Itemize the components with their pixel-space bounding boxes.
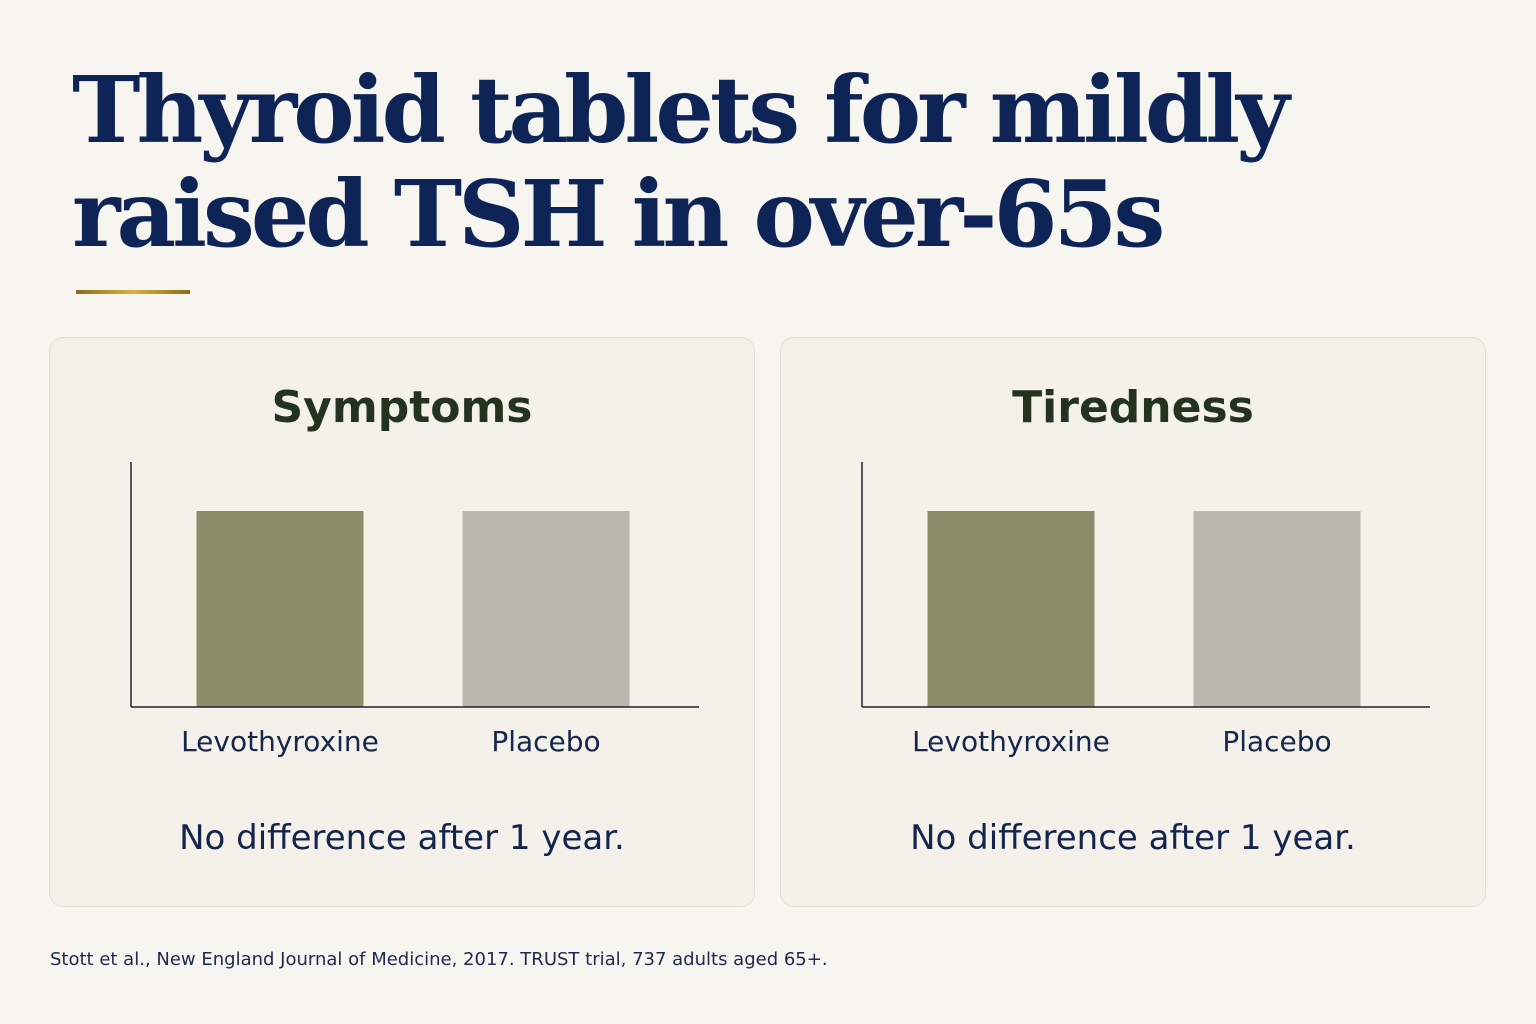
bar-placebo [462, 511, 630, 707]
chart-title: Tiredness [1012, 382, 1254, 433]
chart-caption: No difference after 1 year. [179, 818, 625, 858]
chart-panel-tiredness: Tiredness Levothyroxine Placebo No differ… [780, 337, 1486, 907]
chart-panel-symptoms: Symptoms Levothyroxine Placebo No differe… [49, 337, 755, 907]
title-underline [76, 290, 190, 294]
x-tick-label: Placebo [1222, 725, 1331, 758]
bar-levothyroxine [196, 511, 364, 707]
bar-chart-symptoms: Levothyroxine Placebo [130, 462, 699, 758]
source-citation: Stott et al., New England Journal of Med… [50, 949, 828, 970]
page-title: Thyroid tablets for mildly raised TSH in… [72, 56, 1290, 268]
bar-chart-tiredness: Levothyroxine Placebo [861, 462, 1430, 758]
chart-title: Symptoms [271, 382, 533, 433]
chart-caption: No difference after 1 year. [910, 818, 1356, 858]
x-tick-label: Levothyroxine [912, 725, 1110, 758]
bar-placebo [1193, 511, 1361, 707]
x-tick-label: Placebo [491, 725, 600, 758]
x-tick-label: Levothyroxine [181, 725, 379, 758]
bar-levothyroxine [927, 511, 1095, 707]
